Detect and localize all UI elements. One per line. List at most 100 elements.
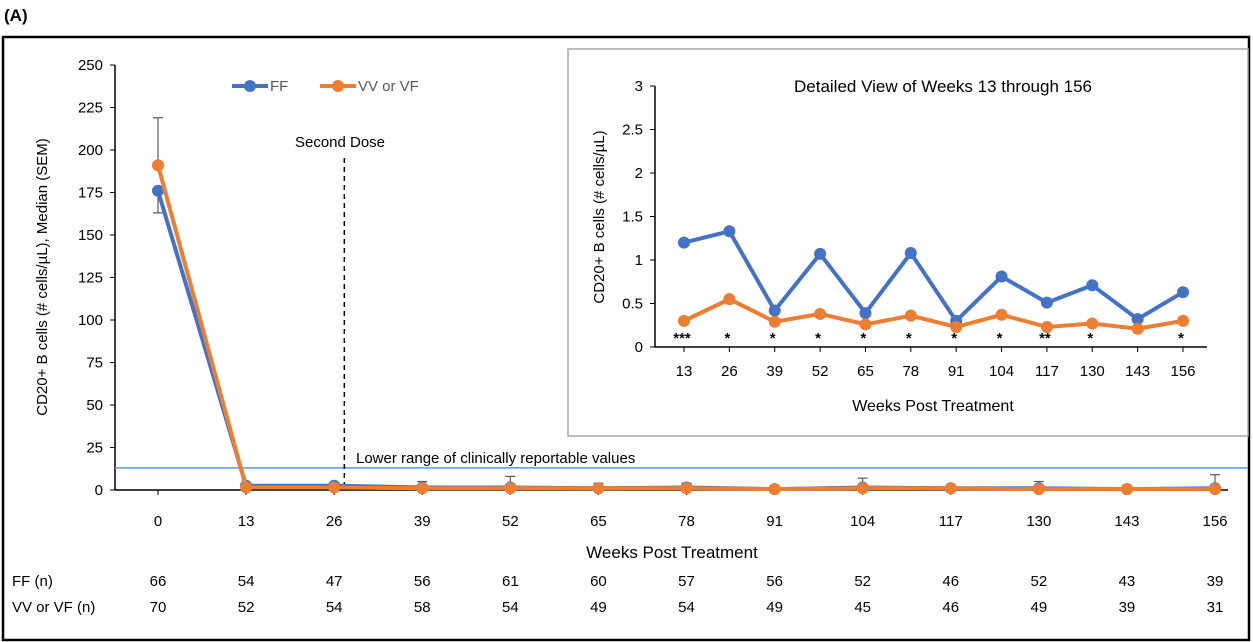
inset-x-tick-label: 117 <box>1035 363 1059 380</box>
main-x-tick-label: 65 <box>590 513 607 530</box>
main-point-ff <box>152 184 164 197</box>
n-table-cell: 56 <box>414 573 431 590</box>
n-table-row-label: VV or VF (n) <box>12 599 95 616</box>
significance-marker: * <box>861 330 867 347</box>
inset-point-ff <box>768 304 781 317</box>
main-x-tick-label: 78 <box>678 513 695 530</box>
main-point-vv <box>504 482 517 495</box>
inset-series-line-vv <box>683 296 1184 331</box>
main-y-tick-label: 75 <box>86 355 103 372</box>
inset-x-tick-label: 156 <box>1170 363 1195 380</box>
inset-chart: 0 0.5 1 1.5 2 2.5 3 13 26 39 52 65 78 91 104 117 130 143 1… <box>622 78 1207 380</box>
inset-x-tick-label: 143 <box>1125 363 1150 380</box>
inset-title: Detailed View of Weeks 13 through 156 <box>794 77 1092 96</box>
main-point-vv <box>944 482 957 495</box>
significance-marker: * <box>997 330 1003 347</box>
inset-point-ff <box>1086 279 1099 292</box>
inset-point-vv <box>859 318 872 331</box>
inset-y-axis-label: CD20+ B cells (# cells/µL) <box>591 130 608 303</box>
n-table-cell: 52 <box>1030 573 1047 590</box>
significance-marker: * <box>1178 330 1184 347</box>
n-table-cell: 52 <box>238 599 255 616</box>
main-x-tick-label: 26 <box>326 513 343 530</box>
main-y-tick-label: 250 <box>78 57 103 74</box>
n-table-cell: 54 <box>238 573 255 590</box>
n-table-cell: 49 <box>590 599 607 616</box>
main-x-tick-label: 13 <box>238 513 255 530</box>
significance-marker: * <box>815 330 821 347</box>
main-y-tick-label: 150 <box>78 227 103 244</box>
inset-x-tick-label: 39 <box>766 363 783 380</box>
inset-point-ff <box>995 270 1008 283</box>
n-table-cell: 58 <box>414 599 431 616</box>
main-y-tick-label: 200 <box>78 142 103 159</box>
lower-range-label: Lower range of clinically reportable val… <box>356 450 635 467</box>
main-point-vv <box>592 482 605 495</box>
main-y-tick-label: 225 <box>78 100 103 117</box>
inset-y-tick-label: 2 <box>635 165 643 182</box>
significance-marker: *** <box>673 330 691 347</box>
main-point-vv <box>416 482 429 495</box>
figure-frame <box>1 35 1251 642</box>
main-x-tick-label: 0 <box>154 513 162 530</box>
inset-series-line-ff <box>683 228 1185 325</box>
n-table-cell: 39 <box>1207 573 1224 590</box>
main-point-vv <box>152 159 164 172</box>
n-table-cell: 39 <box>1119 599 1136 616</box>
inset-y-tick-label: 1.5 <box>622 209 643 226</box>
n-table-cell: 61 <box>502 573 519 590</box>
significance-marker: * <box>1087 330 1093 347</box>
inset-x-tick-label: 52 <box>812 363 829 380</box>
n-table-cell: 66 <box>150 573 167 590</box>
inset-point-vv <box>768 315 781 328</box>
main-point-vv <box>1120 483 1133 496</box>
n-table-cell: 56 <box>766 573 783 590</box>
main-y-tick-label: 25 <box>86 440 103 457</box>
inset-point-vv <box>814 307 827 320</box>
main-x-tick-label: 52 <box>502 513 519 530</box>
inset-point-ff <box>678 236 690 249</box>
n-table-cell: 46 <box>942 573 959 590</box>
inset-x-tick-label: 26 <box>721 363 738 380</box>
significance-marker: * <box>951 330 957 347</box>
inset-point-ff <box>1131 313 1144 326</box>
inset-x-tick-label: 65 <box>857 363 874 380</box>
main-x-tick-label: 104 <box>850 513 875 530</box>
inset-point-vv <box>1177 314 1189 327</box>
main-point-vv <box>680 482 693 495</box>
n-table-cell: 47 <box>326 573 343 590</box>
inset-y-tick-label: 0 <box>635 339 643 356</box>
main-y-tick-label: 175 <box>78 185 103 202</box>
n-table-cell: 52 <box>854 573 871 590</box>
legend-vv-label: VV or VF <box>358 78 419 95</box>
inset-point-vv <box>950 320 963 333</box>
main-y-axis-label: CD20+ B cells (# cells/µL), Median (SEM) <box>34 138 51 415</box>
main-point-vv <box>328 481 341 494</box>
n-table-cell: 45 <box>854 599 871 616</box>
second-dose-label: Second Dose <box>295 134 385 151</box>
main-x-tick-label: 91 <box>766 513 783 530</box>
significance-marker: ** <box>1039 330 1051 347</box>
main-x-tick-label: 39 <box>414 513 431 530</box>
main-point-vv <box>240 481 253 494</box>
inset-point-vv <box>1040 320 1053 333</box>
inset-point-vv <box>723 293 736 306</box>
main-y-tick-label: 50 <box>86 397 103 414</box>
inset-x-tick-label: 104 <box>989 363 1014 380</box>
inset-point-ff <box>859 307 872 320</box>
main-x-tick-label: 156 <box>1202 513 1227 530</box>
main-point-vv <box>1032 483 1045 496</box>
main-point-vv <box>1209 483 1221 496</box>
legend-ff-marker <box>244 80 256 92</box>
inset-y-tick-label: 0.5 <box>622 296 643 313</box>
main-x-axis-label: Weeks Post Treatment <box>586 543 758 562</box>
n-table-cell: 60 <box>590 573 607 590</box>
n-table-cell: 43 <box>1119 573 1136 590</box>
inset-point-vv <box>1086 317 1099 330</box>
inset-point-ff <box>814 247 827 260</box>
n-table-cell: 54 <box>678 599 695 616</box>
legend: FF VV or VF <box>232 78 419 95</box>
main-y-tick-label: 125 <box>78 270 103 287</box>
inset-point-vv <box>904 309 917 322</box>
